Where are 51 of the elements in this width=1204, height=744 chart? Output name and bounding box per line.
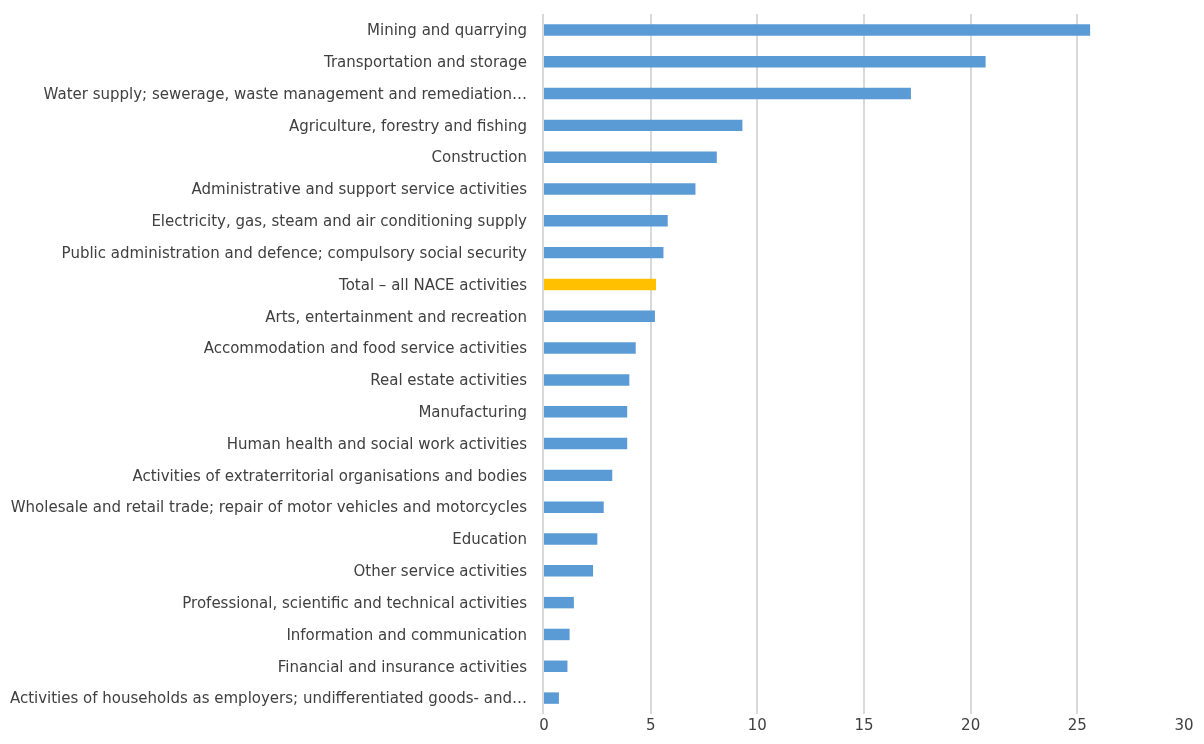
x-tick-label: 20 (961, 716, 981, 734)
bar (544, 596, 574, 609)
x-tick-label: 0 (539, 716, 549, 734)
bar (544, 278, 656, 291)
x-tick-label: 25 (1067, 716, 1087, 734)
bar (544, 437, 628, 450)
y-tick-label: Professional, scientific and technical activities (182, 593, 528, 612)
y-tick-label: Electricity, gas, steam and air conditioning supply (151, 212, 528, 231)
y-tick-label: Arts, entertainment and recreation (265, 307, 527, 326)
y-tick-label: Financial and insurance activities (277, 657, 528, 676)
y-tick-label: Other service activities (353, 562, 528, 581)
bar (544, 628, 570, 641)
bar (544, 215, 668, 227)
bar (544, 660, 568, 672)
bar (544, 565, 594, 577)
y-tick-label: Activities of households as employers; undifferentiated goods- and… (9, 689, 527, 708)
y-tick-label: Human health and social work activities (226, 434, 528, 453)
bar (544, 183, 696, 195)
y-tick-label: Real estate activities (370, 371, 528, 390)
y-tick-label: Accommodation and food service activities (203, 339, 528, 358)
bar (544, 469, 613, 482)
bar (544, 119, 743, 132)
x-tick-label: 10 (747, 716, 767, 734)
y-tick-label: Public administration and defence; compulsory social security (61, 243, 528, 262)
y-tick-label: Construction (431, 148, 527, 167)
y-tick-label: Total – all NACE activities (338, 275, 528, 294)
bar (544, 692, 559, 704)
bar (544, 533, 598, 545)
y-tick-label: Transportation and storage (322, 52, 527, 71)
bar (544, 374, 630, 386)
bar (544, 56, 986, 68)
y-tick-label: Agriculture, forestry and fishing (288, 116, 527, 135)
y-tick-label: Education (452, 530, 527, 549)
bar (544, 406, 628, 418)
bar (544, 151, 717, 163)
bar (544, 501, 604, 513)
bar (544, 87, 911, 100)
bar (544, 310, 655, 322)
y-tick-label: Manufacturing (418, 402, 527, 421)
y-tick-label: Administrative and support service activities (191, 180, 528, 199)
bar (544, 342, 636, 354)
x-tick-label: 5 (645, 716, 656, 734)
bar (544, 24, 1091, 36)
y-tick-label: Mining and quarrying (367, 21, 527, 40)
y-tick-label: Activities of extraterritorial organisations and bodies (132, 466, 528, 485)
x-tick-label: 15 (854, 716, 874, 734)
y-tick-label: Wholesale and retail trade; repair of motor vehicles and motorcycles (10, 498, 528, 517)
x-tick-label: 30 (1174, 716, 1194, 734)
y-tick-label: Water supply; sewerage, waste management and remediation… (43, 84, 527, 103)
y-tick-label: Information and communication (286, 625, 527, 644)
bar (544, 246, 664, 259)
